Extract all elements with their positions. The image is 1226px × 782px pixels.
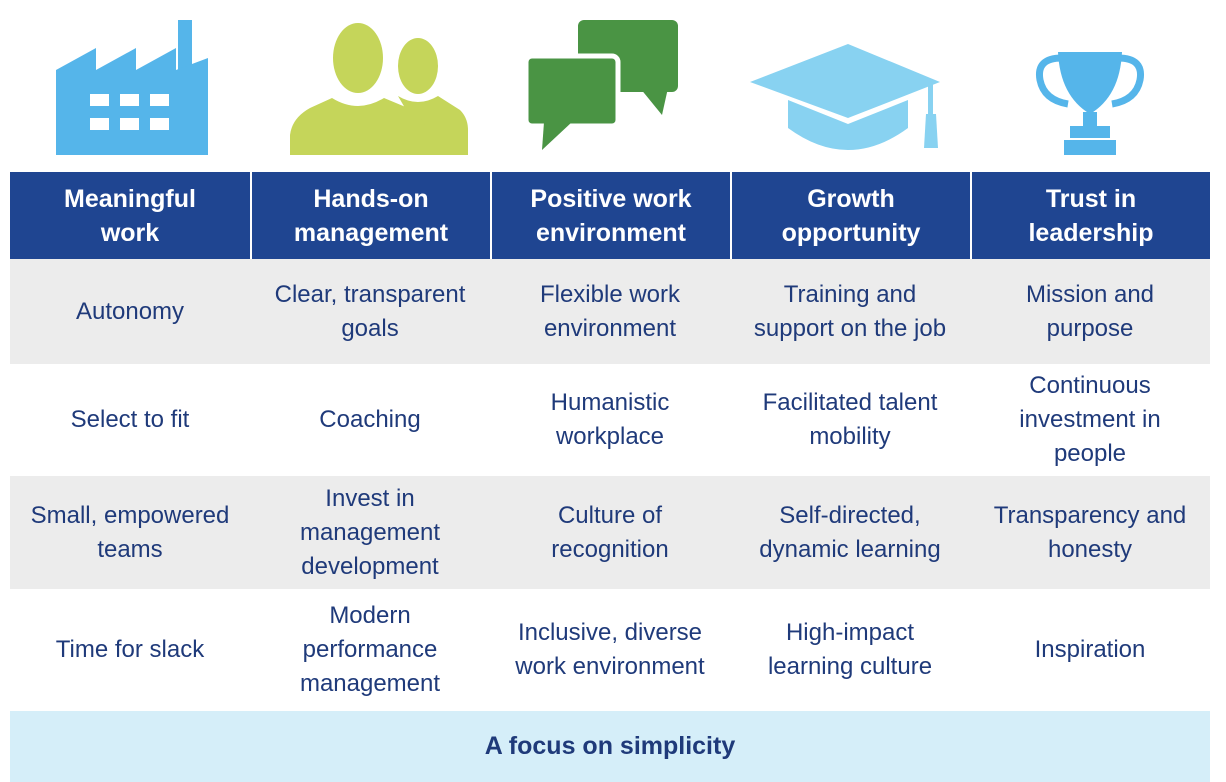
column-header-positive-work-environment: Positive work environment: [490, 172, 730, 259]
table-row: Small, empowered teams Invest in managem…: [10, 476, 1210, 589]
table-row: Autonomy Clear, transparent goals Flexib…: [10, 259, 1210, 364]
table-cell: Clear, transparent goals: [274, 280, 466, 342]
table-cell: Continuous investment in people: [1019, 372, 1161, 467]
column-header-trust-in-leadership: Trust in leadership: [970, 172, 1210, 259]
table-cell: Inclusive, diverse work environment: [515, 619, 705, 680]
table-cell: Flexible work environment: [539, 280, 681, 342]
table-cell: Training and support on the job: [753, 280, 947, 342]
icon-row: [10, 0, 1210, 172]
table-cell: Coaching: [319, 406, 421, 433]
table-cell: Invest in management development: [299, 484, 441, 580]
table-cell: Small, empowered teams: [30, 501, 230, 563]
factory-icon: [10, 0, 250, 172]
speech-bubbles-icon: [490, 0, 730, 172]
table-cell: High-impact learning culture: [767, 619, 933, 680]
trophy-icon: [970, 0, 1210, 172]
people-icon: [250, 0, 490, 172]
table-cell: Humanistic workplace: [550, 389, 670, 450]
table-cell: Autonomy: [75, 297, 185, 325]
table-cell: Time for slack: [55, 636, 205, 663]
column-header-row: Meaningful work Hands-on management Posi…: [10, 172, 1210, 259]
table-cell: Culture of recognition: [551, 501, 669, 563]
table-cell: Inspiration: [1034, 636, 1146, 663]
column-header-growth-opportunity: Growth opportunity: [730, 172, 970, 259]
column-header-meaningful-work: Meaningful work: [64, 184, 196, 247]
table-row: Select to fit Coaching Humanistic workpl…: [10, 364, 1210, 476]
table-cell: Mission and purpose: [1025, 280, 1155, 342]
table-cell: Self-directed, dynamic learning: [759, 501, 941, 563]
footer-banner: A focus on simplicity: [10, 711, 1210, 782]
table-cell: Select to fit: [70, 406, 190, 433]
table-cell: Modern performance management: [299, 602, 441, 697]
table-cell: Transparency and honesty: [993, 501, 1187, 563]
table-cell: Facilitated talent mobility: [762, 389, 938, 450]
column-header-hands-on-management: Hands-on management: [250, 172, 490, 259]
graduation-cap-icon: [730, 0, 970, 172]
table-row: Time for slack Modern performance manage…: [10, 589, 1210, 711]
footer-label: A focus on simplicity: [484, 732, 736, 760]
